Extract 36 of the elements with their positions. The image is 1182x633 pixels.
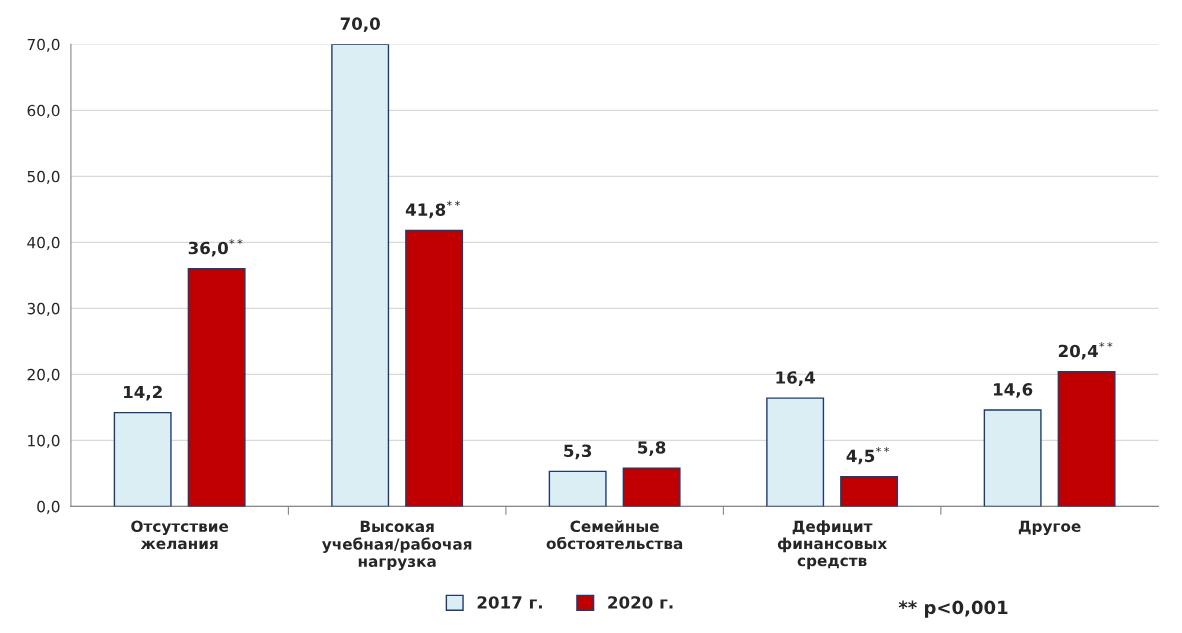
y-tick-label: 60,0: [27, 104, 60, 118]
data-label: 16,4: [776, 371, 815, 386]
y-tick-label: 40,0: [27, 236, 60, 250]
data-label: 70,0: [340, 17, 380, 33]
data-label: 4,5$^{**}$: [846, 446, 890, 465]
y-tick-label: 10,0: [28, 434, 60, 448]
bar: [548, 470, 607, 507]
x-tick-label: Семейные обстоятельства: [546, 520, 683, 550]
bar: [983, 409, 1042, 507]
y-tick-label: 0,0: [37, 500, 60, 514]
data-label: 14,2: [124, 385, 162, 401]
bar: [622, 467, 681, 507]
x-tick-label: Другое: [1018, 520, 1081, 536]
data-label: 36,0$^{**}$: [188, 239, 243, 257]
bar: [113, 411, 172, 507]
bar: [766, 397, 825, 507]
legend-label: 2020 г.: [608, 596, 673, 609]
x-tick-label: Высокая учебная/рабочая нагрузка: [321, 520, 472, 571]
data-label: 5,3: [564, 444, 592, 460]
bar: [840, 475, 899, 507]
y-tick-label: 30,0: [27, 302, 60, 316]
legend-label: 2017 г.: [477, 596, 542, 609]
y-tick-label: 50,0: [27, 170, 60, 184]
x-tick-label: Отсутствие желания: [131, 520, 229, 550]
data-label: 5,8: [638, 441, 666, 456]
data-label: 14,6: [993, 383, 1033, 398]
text: ** p<0,001: [898, 600, 1008, 618]
data-label: 41,8$^{**}$: [405, 200, 460, 219]
bar: [1057, 371, 1116, 507]
x-tick-label: Дефицит финансовых средств: [777, 520, 887, 570]
bar: [405, 229, 464, 507]
y-tick-label: 20,0: [27, 368, 60, 382]
bar: [187, 268, 246, 507]
data-label: 20,4$^{**}$: [1058, 341, 1113, 360]
y-tick-label: 70,0: [27, 38, 60, 52]
bar: [331, 44, 390, 507]
